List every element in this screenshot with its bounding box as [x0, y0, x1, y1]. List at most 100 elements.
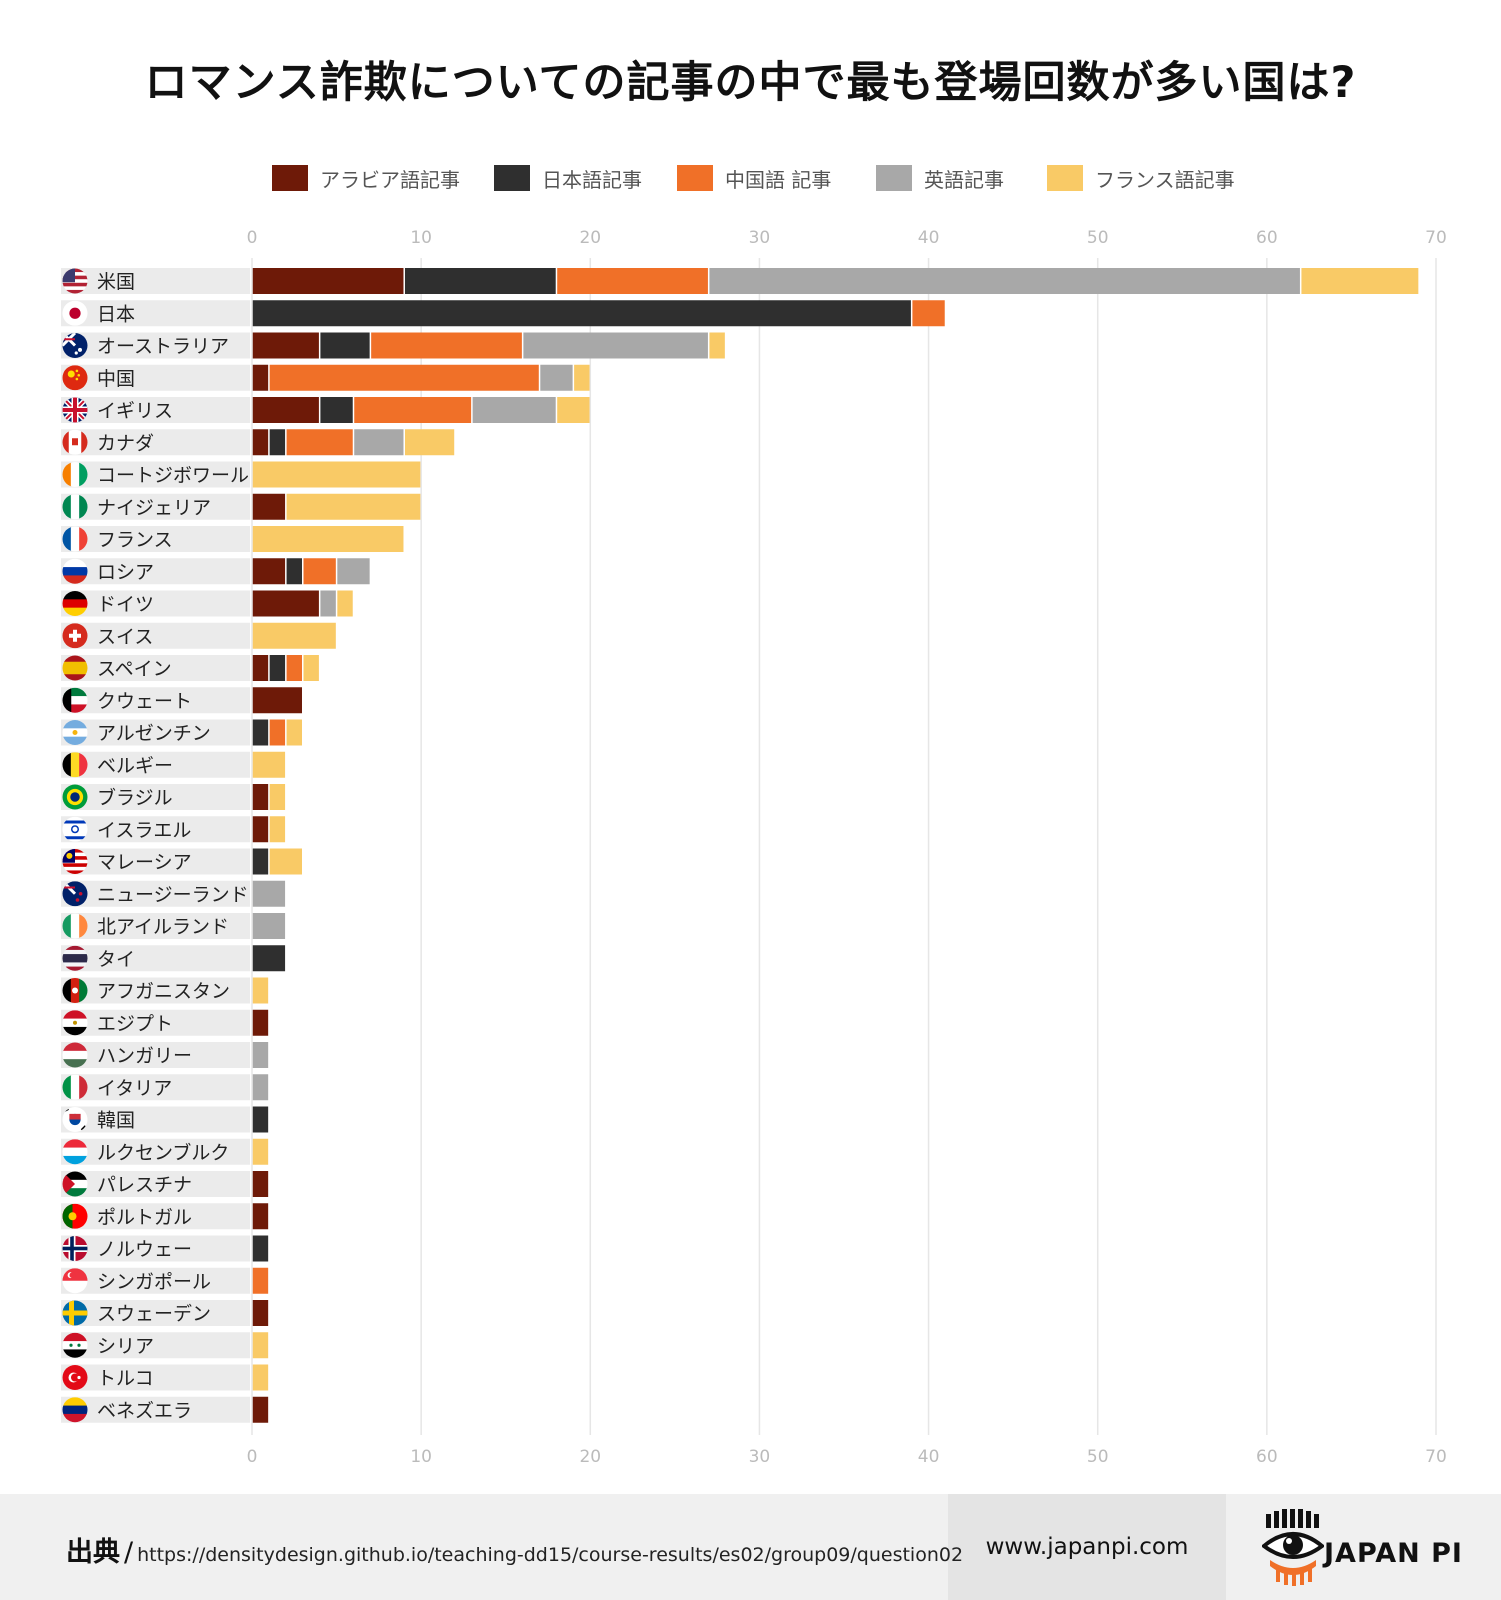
row-label-bg: [61, 945, 250, 972]
country-label: トルコ: [97, 1368, 154, 1390]
row-label-bg: [61, 526, 250, 552]
bar-segment-french: [1301, 268, 1419, 294]
table-row: ルクセンブルク: [61, 1138, 269, 1165]
bar-segment-english: [252, 1074, 269, 1101]
stacked-bar-chart: 0 0 10 10 20 20 30 30 40 40 50 50 60 60 70 70 米国日本オーストラリ…: [61, 228, 1447, 1467]
legend-label-english: 英語記事: [924, 167, 1004, 192]
bar-segment-french: [269, 784, 286, 810]
country-label: フランス: [97, 529, 173, 551]
table-row: イスラエル: [61, 816, 286, 843]
bar-segment-japanese: [269, 429, 286, 456]
bar-segment-english: [472, 397, 556, 423]
flag-singapore-icon: [62, 1268, 88, 1294]
flag-israel-icon: [62, 816, 88, 842]
row-label-bg: [61, 300, 250, 327]
table-row: ノルウェー: [61, 1235, 269, 1262]
row-label-bg: [61, 1009, 250, 1036]
table-row: ベネズエラ: [61, 1396, 269, 1423]
bar-segment-french: [337, 590, 353, 617]
country-label: シンガポール: [97, 1271, 211, 1293]
country-label: 中国: [97, 368, 135, 390]
table-row: イタリア: [61, 1074, 269, 1101]
flag-luxembourg-icon: [62, 1139, 88, 1165]
table-row: ベルギー: [61, 751, 286, 778]
x-tick-label-top: 50: [1087, 228, 1109, 248]
flag-thailand-icon: [62, 945, 88, 971]
site-link[interactable]: www.japanpi.com: [985, 1534, 1189, 1560]
table-row: 中国: [61, 364, 590, 391]
country-label: イスラエル: [97, 819, 191, 841]
bar-segment-chinese: [303, 558, 336, 585]
flag-syria-icon: [62, 1332, 88, 1358]
country-label: ベルギー: [97, 755, 173, 777]
x-tick-label-bottom: 50: [1087, 1447, 1109, 1467]
bar-segment-arabic: [252, 784, 269, 810]
row-label-bg: [61, 332, 250, 359]
country-label: クウェート: [97, 690, 192, 712]
bar-segment-french: [269, 816, 286, 843]
x-tick-label-top: 60: [1256, 228, 1278, 248]
country-label: アフガニスタン: [97, 981, 230, 1003]
legend: アラビア語記事 日本語記事 中国語 記事 英語記事 フランス語記事: [0, 163, 1501, 193]
country-label: マレーシア: [97, 852, 192, 874]
table-row: アルゼンチン: [61, 719, 302, 746]
row-label-bg: [61, 1138, 250, 1165]
country-label: シリア: [97, 1335, 154, 1357]
table-row: シリア: [61, 1332, 269, 1359]
x-tick-label-bottom: 10: [410, 1447, 432, 1467]
bar-segment-arabic: [252, 364, 269, 391]
bar-segment-arabic: [252, 1171, 269, 1197]
bar-segment-english: [354, 429, 404, 456]
table-row: アフガニスタン: [61, 977, 269, 1004]
bar-segment-french: [252, 977, 269, 1004]
bar-segment-chinese: [252, 1267, 269, 1294]
bar-segment-english: [252, 913, 286, 939]
row-label-bg: [61, 1203, 250, 1230]
table-row: パレスチナ: [61, 1171, 269, 1197]
country-label: スウェーデン: [97, 1303, 211, 1325]
x-tick-label-bottom: 70: [1425, 1447, 1447, 1467]
row-label-bg: [61, 493, 250, 520]
flag-afghanistan-icon: [62, 978, 88, 1003]
flag-korea-icon: [62, 1107, 88, 1132]
bar-segment-chinese: [371, 332, 522, 359]
table-row: クウェート: [61, 687, 302, 714]
legend-swatch-arabic: [272, 165, 308, 191]
row-label-bg: [61, 397, 250, 423]
flag-belgium-icon: [62, 752, 88, 778]
flag-egypt-icon: [62, 1010, 88, 1036]
legend-label-arabic: アラビア語記事: [320, 167, 460, 192]
bar-segment-english: [523, 332, 708, 359]
bar-segment-chinese: [354, 397, 472, 423]
flag-brazil-icon: [62, 784, 88, 810]
bar-segment-japanese: [252, 945, 286, 972]
table-row: イギリス: [61, 397, 590, 423]
bar-segment-chinese: [286, 655, 302, 681]
bar-segment-english: [540, 364, 573, 391]
bar-segment-english: [709, 268, 1300, 294]
flag-kuwait-icon: [62, 687, 88, 713]
row-label-bg: [61, 1267, 250, 1294]
x-tick-label-top: 70: [1425, 228, 1447, 248]
table-row: ポルトガル: [61, 1203, 269, 1230]
country-label: ロシア: [97, 561, 154, 583]
country-label: ブラジル: [97, 786, 173, 809]
legend-swatch-english: [876, 165, 912, 191]
x-tick-label-bottom: 0: [247, 1447, 258, 1467]
country-label: ノルウェー: [97, 1239, 192, 1261]
row-label-bg: [61, 1042, 250, 1068]
legend-swatch-french: [1047, 165, 1083, 191]
flag-canada-icon: [62, 429, 88, 455]
bar-segment-chinese: [912, 300, 945, 327]
bar-segment-french: [286, 719, 302, 746]
country-label: 米国: [97, 271, 135, 293]
country-label: パレスチナ: [97, 1174, 192, 1196]
x-tick-label-bottom: 40: [918, 1447, 940, 1467]
source-link[interactable]: https://densitydesign.github.io/teaching…: [137, 1544, 964, 1566]
country-label: ポルトガル: [97, 1206, 192, 1228]
country-label: イギリス: [97, 400, 173, 422]
bar-segment-french: [252, 1364, 269, 1391]
legend-item-english: 英語記事: [876, 163, 1004, 193]
country-label: イタリア: [97, 1077, 172, 1099]
bar-segment-french: [252, 622, 336, 649]
